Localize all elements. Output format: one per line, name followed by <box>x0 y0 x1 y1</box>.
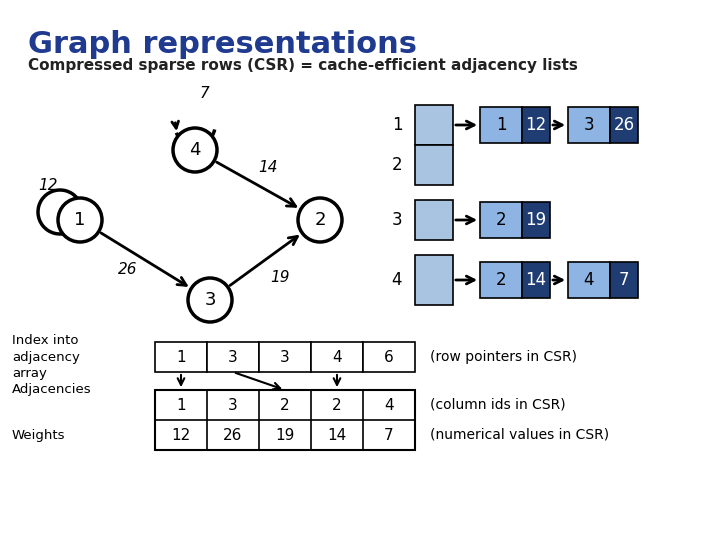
Text: 14: 14 <box>258 160 278 176</box>
Text: Adjacencies: Adjacencies <box>12 383 91 396</box>
Text: (column ids in CSR): (column ids in CSR) <box>430 398 566 412</box>
FancyBboxPatch shape <box>415 255 453 305</box>
FancyBboxPatch shape <box>363 342 415 372</box>
Text: Graph representations: Graph representations <box>28 30 417 59</box>
Text: 3: 3 <box>392 211 402 229</box>
FancyBboxPatch shape <box>568 107 610 143</box>
FancyBboxPatch shape <box>415 200 453 240</box>
Circle shape <box>173 128 217 172</box>
Text: 1: 1 <box>74 211 86 229</box>
Text: 6: 6 <box>384 349 394 364</box>
Text: 26: 26 <box>223 428 243 442</box>
Text: 3: 3 <box>228 397 238 413</box>
FancyBboxPatch shape <box>522 107 550 143</box>
FancyBboxPatch shape <box>522 262 550 298</box>
FancyBboxPatch shape <box>568 262 610 298</box>
Text: 1: 1 <box>495 116 506 134</box>
Text: 4: 4 <box>392 271 402 289</box>
Text: 14: 14 <box>328 428 346 442</box>
Text: 4: 4 <box>189 141 201 159</box>
FancyBboxPatch shape <box>155 390 415 450</box>
Text: 2: 2 <box>495 271 506 289</box>
Text: 4: 4 <box>384 397 394 413</box>
FancyBboxPatch shape <box>610 107 638 143</box>
FancyBboxPatch shape <box>415 105 453 145</box>
FancyBboxPatch shape <box>207 342 259 372</box>
FancyBboxPatch shape <box>311 342 363 372</box>
Text: 3: 3 <box>584 116 594 134</box>
Text: 3: 3 <box>204 291 216 309</box>
Text: 26: 26 <box>118 262 138 278</box>
Text: 2: 2 <box>392 156 402 174</box>
Text: 2: 2 <box>332 397 342 413</box>
Text: 1: 1 <box>176 349 186 364</box>
Text: 3: 3 <box>280 349 290 364</box>
FancyBboxPatch shape <box>480 262 522 298</box>
Text: 12: 12 <box>526 116 546 134</box>
Text: 14: 14 <box>526 271 546 289</box>
FancyBboxPatch shape <box>259 342 311 372</box>
Text: (row pointers in CSR): (row pointers in CSR) <box>430 350 577 364</box>
Text: 12: 12 <box>38 178 58 193</box>
Text: 19: 19 <box>270 271 289 286</box>
Text: (numerical values in CSR): (numerical values in CSR) <box>430 428 609 442</box>
Text: 4: 4 <box>332 349 342 364</box>
Text: 12: 12 <box>171 428 191 442</box>
Text: 26: 26 <box>613 116 634 134</box>
FancyBboxPatch shape <box>480 202 522 238</box>
Text: 3: 3 <box>228 349 238 364</box>
Text: Compressed sparse rows (CSR) = cache-efficient adjacency lists: Compressed sparse rows (CSR) = cache-eff… <box>28 58 578 73</box>
Text: 1: 1 <box>392 116 402 134</box>
FancyBboxPatch shape <box>155 342 207 372</box>
Text: 7: 7 <box>384 428 394 442</box>
Text: 19: 19 <box>275 428 294 442</box>
Text: 2: 2 <box>280 397 290 413</box>
FancyBboxPatch shape <box>610 262 638 298</box>
Circle shape <box>188 278 232 322</box>
FancyBboxPatch shape <box>480 107 522 143</box>
Circle shape <box>58 198 102 242</box>
Text: Weights: Weights <box>12 429 66 442</box>
Text: 7: 7 <box>618 271 629 289</box>
FancyBboxPatch shape <box>415 145 453 185</box>
Text: Index into
adjacency
array: Index into adjacency array <box>12 334 80 381</box>
Text: 1: 1 <box>176 397 186 413</box>
Text: 4: 4 <box>584 271 594 289</box>
Text: 7: 7 <box>200 86 210 101</box>
FancyBboxPatch shape <box>522 202 550 238</box>
Text: 2: 2 <box>495 211 506 229</box>
Text: 19: 19 <box>526 211 546 229</box>
Text: 2: 2 <box>314 211 325 229</box>
Circle shape <box>298 198 342 242</box>
